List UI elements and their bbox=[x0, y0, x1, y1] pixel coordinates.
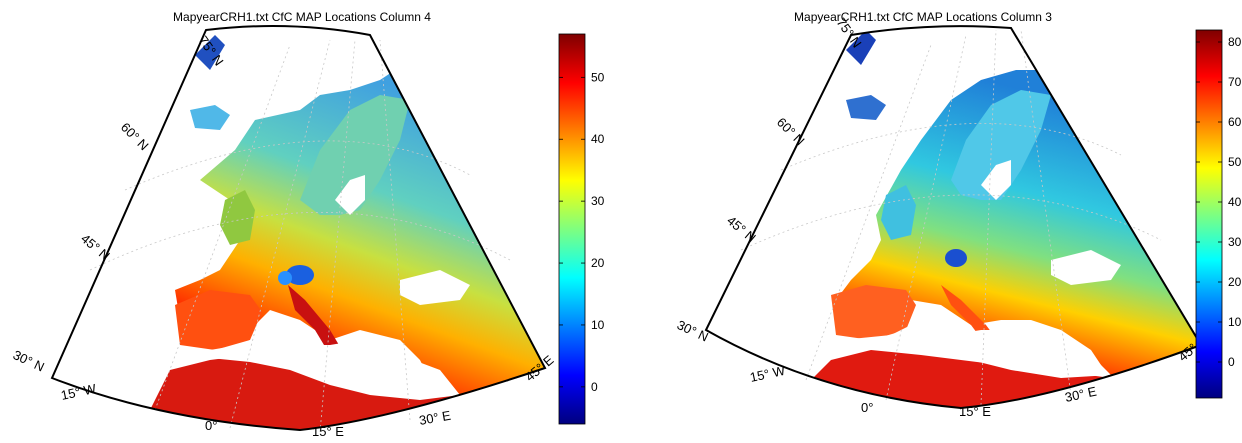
british-isles bbox=[220, 190, 255, 245]
scandinavia-landmass bbox=[951, 90, 1051, 200]
colorbar-tick-label: 20 bbox=[591, 256, 605, 270]
map-projection-area bbox=[706, 26, 1201, 409]
baltic-sea bbox=[335, 175, 365, 215]
map-panel-left: MapyearCRH1.txt CfC MAP Locations Column… bbox=[0, 0, 621, 439]
lon-label-15w: 15° W bbox=[60, 381, 99, 403]
colorbar-tick-label: 20 bbox=[1228, 275, 1242, 289]
alpine-low bbox=[945, 249, 967, 267]
mediterranean-sea bbox=[841, 320, 1111, 378]
colorbar: 80 70 60 50 40 30 20 10 0 bbox=[1195, 29, 1242, 399]
map-frame bbox=[50, 25, 547, 432]
graticule bbox=[89, 39, 511, 433]
colorbar-ticks: 50 40 30 20 10 0 bbox=[559, 70, 605, 394]
colorbar-tick-label: 40 bbox=[591, 132, 605, 146]
colorbar-tick-label: 70 bbox=[1228, 75, 1242, 89]
alpine-low bbox=[286, 265, 314, 285]
alpine-low-west bbox=[278, 271, 292, 285]
colorbar-tick-label: 50 bbox=[1228, 155, 1242, 169]
map-title: MapyearCRH1.txt CfC MAP Locations Column… bbox=[173, 10, 431, 24]
lon-label-15w: 15° W bbox=[749, 363, 788, 385]
colorbar-tick-label: 40 bbox=[1228, 195, 1242, 209]
black-sea bbox=[1051, 250, 1121, 285]
colorbar-ticks: 80 70 60 50 40 30 20 10 0 bbox=[1196, 35, 1242, 369]
colorbar: 50 40 30 20 10 0 bbox=[558, 33, 605, 425]
iberia-landmass bbox=[175, 290, 262, 350]
iberia-landmass bbox=[831, 285, 916, 340]
colorbar-tick-label: 30 bbox=[591, 194, 605, 208]
map-title: MapyearCRH1.txt CfC MAP Locations Column… bbox=[794, 10, 1052, 24]
italy-landmass bbox=[288, 285, 345, 355]
lon-label-0: 0° bbox=[861, 400, 873, 415]
map-frame bbox=[704, 25, 1203, 410]
colorbar-tick-label: 80 bbox=[1228, 35, 1242, 49]
lon-label-0: 0° bbox=[205, 418, 217, 433]
lon-label-15e: 15° E bbox=[959, 404, 991, 419]
colorbar-tick-label: 10 bbox=[1228, 315, 1242, 329]
lon-label-30e: 30° E bbox=[418, 408, 452, 428]
mediterranean-sea bbox=[180, 330, 460, 400]
lon-label-30e: 30° E bbox=[1064, 384, 1099, 405]
lat-label-60n: 60° N bbox=[118, 120, 152, 154]
greenland-tip bbox=[195, 35, 225, 70]
lat-label-30n: 30° N bbox=[11, 347, 47, 374]
colorbar-tick-label: 10 bbox=[591, 318, 605, 332]
map-panel-right: MapyearCRH1.txt CfC MAP Locations Column… bbox=[621, 0, 1242, 438]
greenland-tip bbox=[846, 30, 876, 65]
iceland bbox=[190, 105, 230, 130]
map-figure-right: MapyearCRH1.txt CfC MAP Locations Column… bbox=[675, 10, 1242, 419]
lat-label-30n: 30° N bbox=[675, 317, 711, 344]
colorbar-tick-label: 30 bbox=[1228, 235, 1242, 249]
british-isles bbox=[881, 185, 916, 240]
colorbar-gradient bbox=[1195, 29, 1223, 399]
colorbar-tick-label: 0 bbox=[1228, 355, 1235, 369]
graticule bbox=[740, 29, 1162, 406]
colorbar-gradient bbox=[558, 33, 586, 425]
lon-label-15e: 15° E bbox=[312, 424, 344, 438]
baltic-sea bbox=[981, 160, 1011, 200]
scandinavia-landmass bbox=[300, 95, 410, 215]
colorbar-tick-label: 0 bbox=[591, 380, 598, 394]
europe-landmass bbox=[836, 70, 1201, 380]
map-figure-left: MapyearCRH1.txt CfC MAP Locations Column… bbox=[11, 10, 605, 439]
black-sea bbox=[400, 270, 470, 305]
iceland bbox=[846, 95, 886, 120]
colorbar-tick-label: 50 bbox=[591, 70, 605, 84]
colorbar-tick-label: 60 bbox=[1228, 115, 1242, 129]
